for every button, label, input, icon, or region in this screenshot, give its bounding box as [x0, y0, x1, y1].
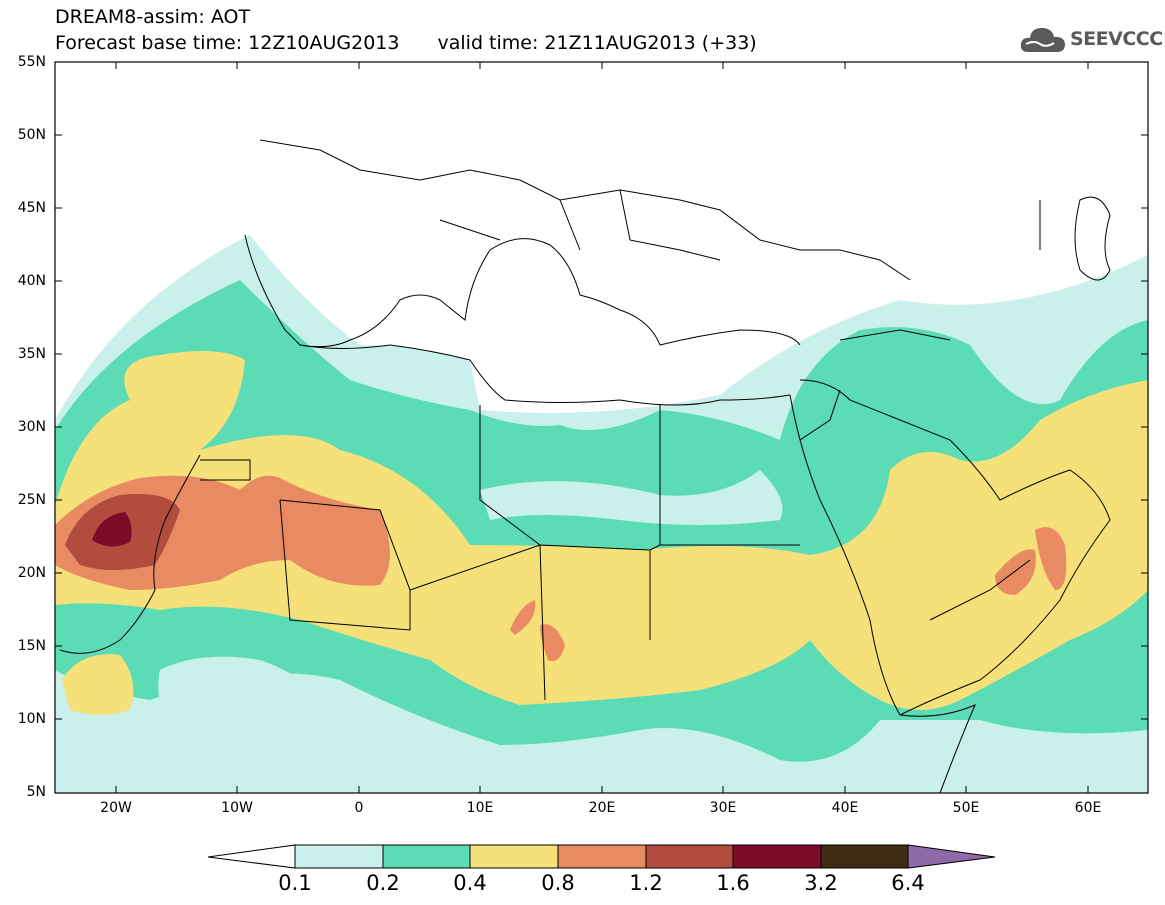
cloud-icon	[1020, 28, 1065, 52]
lon-label: 30E	[709, 800, 737, 816]
west-africa-coast	[59, 454, 201, 654]
time-info: Forecast base time: 12Z10AUG2013 valid ti…	[55, 32, 757, 54]
colorbar-label: 0.2	[366, 871, 400, 895]
colorbar-label: 1.2	[629, 871, 663, 895]
colorbar-label: 3.2	[804, 871, 838, 895]
caspian	[1074, 196, 1111, 281]
colorbar-label: 1.6	[716, 871, 750, 895]
lat-label: 30N	[17, 419, 46, 435]
africa-north-coast	[299, 344, 791, 406]
colorbar-swatch	[645, 844, 734, 869]
colorbar-swatch	[469, 844, 559, 869]
logo-text: SEEVCCC	[1070, 28, 1163, 50]
colorbar-swatch	[732, 844, 822, 869]
aot-band-0.4	[55, 351, 1148, 710]
axis-ticks	[55, 61, 1148, 793]
lat-label: 50N	[17, 127, 46, 143]
lon-label: 10E	[466, 800, 494, 816]
lat-label: 55N	[17, 54, 46, 70]
colorbar-swatch	[294, 844, 384, 869]
colorbar-swatch	[820, 844, 909, 869]
valid-time: valid time: 21Z11AUG2013 (+33)	[437, 32, 757, 54]
colorbar-swatch	[557, 844, 647, 869]
colorbar-label: 0.1	[278, 871, 312, 895]
lat-label: 40N	[17, 273, 46, 289]
lon-label: 20W	[100, 800, 132, 816]
horn-africa	[899, 704, 976, 793]
base-time: Forecast base time: 12Z10AUG2013	[55, 32, 400, 54]
lon-label: 20E	[588, 800, 616, 816]
lat-label: 25N	[17, 492, 46, 508]
colorbar-label: 0.8	[541, 871, 575, 895]
middle-east-borders	[799, 200, 1041, 621]
seevccc-logo: SEEVCCC	[1018, 22, 1163, 58]
arabia-coast	[799, 379, 1111, 716]
lat-label: 45N	[17, 200, 46, 216]
red-sea	[789, 394, 901, 716]
african-borders	[200, 405, 800, 701]
lat-label: 35N	[17, 346, 46, 362]
colorbar-label: 6.4	[891, 871, 925, 895]
lon-label: 0	[354, 800, 364, 816]
coastlines	[59, 139, 1111, 793]
lon-label: 50E	[952, 800, 980, 816]
colorbar-under-arrow	[207, 844, 296, 869]
lat-label: 20N	[17, 565, 46, 581]
lon-label: 40E	[831, 800, 859, 816]
europe-coast	[244, 234, 801, 348]
colorbar-over-arrow	[907, 844, 996, 869]
colorbar	[207, 844, 996, 869]
colorbar-swatch	[382, 844, 471, 869]
lat-label: 10N	[17, 711, 46, 727]
lat-label: 5N	[26, 784, 46, 800]
aot-contours	[55, 62, 1148, 793]
map-title: DREAM8-assim: AOT	[55, 6, 251, 28]
aot-band-1.6	[92, 512, 132, 547]
europe-borders	[259, 139, 911, 281]
lat-label: 15N	[17, 638, 46, 654]
colorbar-label: 0.4	[453, 871, 487, 895]
lon-label: 10W	[221, 800, 253, 816]
lon-label: 60E	[1074, 800, 1102, 816]
